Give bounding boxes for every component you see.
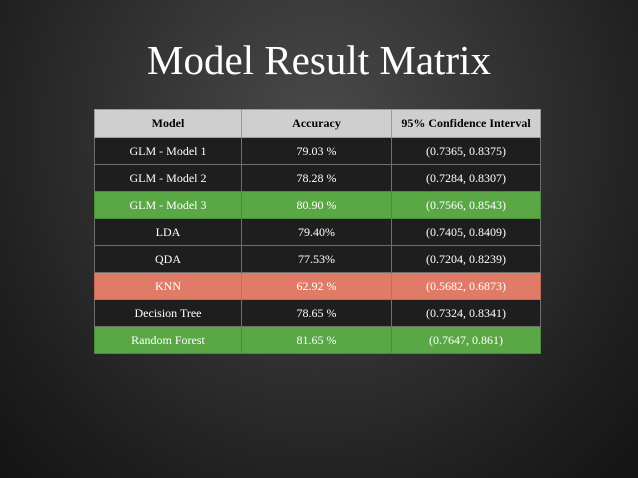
table-row: GLM - Model 3 80.90 % (0.7566, 0.8543) <box>94 191 541 219</box>
cell-model: GLM - Model 2 <box>94 164 242 192</box>
cell-confidence-interval: (0.5682, 0.6873) <box>391 272 541 300</box>
cell-confidence-interval: (0.7566, 0.8543) <box>391 191 541 219</box>
model-result-table: Model Accuracy 95% Confidence Interval G… <box>94 109 541 354</box>
cell-confidence-interval: (0.7284, 0.8307) <box>391 164 541 192</box>
table-row: QDA 77.53% (0.7204, 0.8239) <box>94 245 541 273</box>
cell-confidence-interval: (0.7324, 0.8341) <box>391 299 541 327</box>
cell-accuracy: 79.03 % <box>241 137 392 165</box>
cell-accuracy: 77.53% <box>241 245 392 273</box>
cell-model: LDA <box>94 218 242 246</box>
cell-model: Decision Tree <box>94 299 242 327</box>
cell-accuracy: 81.65 % <box>241 326 392 354</box>
table-row: KNN 62.92 % (0.5682, 0.6873) <box>94 272 541 300</box>
cell-model: GLM - Model 3 <box>94 191 242 219</box>
cell-accuracy: 80.90 % <box>241 191 392 219</box>
cell-accuracy: 79.40% <box>241 218 392 246</box>
cell-accuracy: 62.92 % <box>241 272 392 300</box>
table-header-row: Model Accuracy 95% Confidence Interval <box>94 109 541 138</box>
table-row: Decision Tree 78.65 % (0.7324, 0.8341) <box>94 299 541 327</box>
table-row: GLM - Model 2 78.28 % (0.7284, 0.8307) <box>94 164 541 192</box>
cell-model: KNN <box>94 272 242 300</box>
header-accuracy: Accuracy <box>241 109 392 138</box>
cell-model: Random Forest <box>94 326 242 354</box>
cell-confidence-interval: (0.7365, 0.8375) <box>391 137 541 165</box>
header-confidence-interval: 95% Confidence Interval <box>391 109 541 138</box>
cell-accuracy: 78.28 % <box>241 164 392 192</box>
header-model: Model <box>94 109 242 138</box>
cell-accuracy: 78.65 % <box>241 299 392 327</box>
cell-model: GLM - Model 1 <box>94 137 242 165</box>
slide-title: Model Result Matrix <box>147 37 491 83</box>
cell-confidence-interval: (0.7204, 0.8239) <box>391 245 541 273</box>
cell-confidence-interval: (0.7405, 0.8409) <box>391 218 541 246</box>
table-row: GLM - Model 1 79.03 % (0.7365, 0.8375) <box>94 137 541 165</box>
table-row: LDA 79.40% (0.7405, 0.8409) <box>94 218 541 246</box>
cell-model: QDA <box>94 245 242 273</box>
table-row: Random Forest 81.65 % (0.7647, 0.861) <box>94 326 541 354</box>
cell-confidence-interval: (0.7647, 0.861) <box>391 326 541 354</box>
